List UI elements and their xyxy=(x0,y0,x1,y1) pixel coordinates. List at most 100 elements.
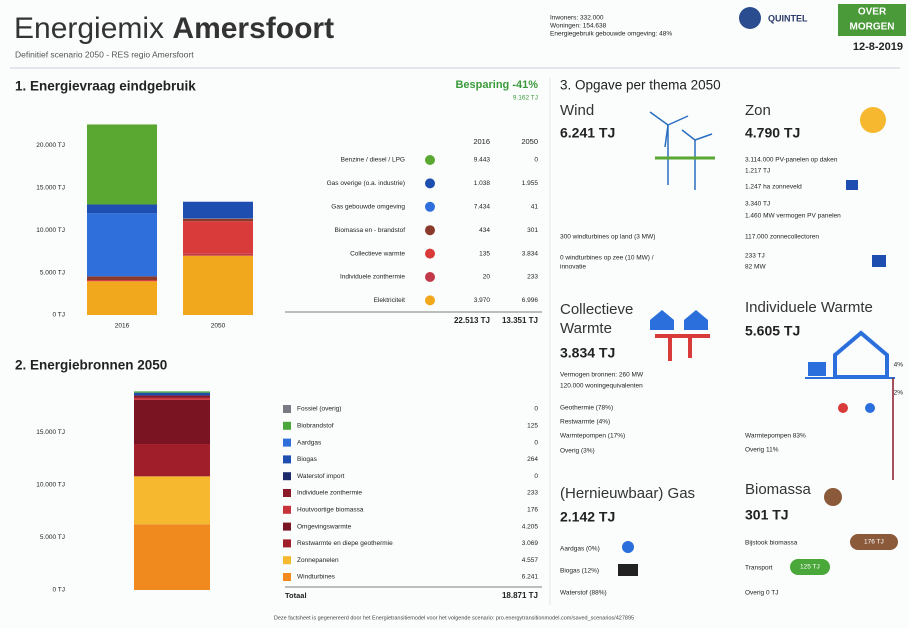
detail: 120.000 woningequivalenten xyxy=(560,383,643,390)
bar-segment xyxy=(183,254,253,256)
legend-label: Individuele zonthermie xyxy=(340,274,405,281)
legend-label: Restwarmte en diepe geothermie xyxy=(297,540,393,547)
bar-segment xyxy=(87,276,157,280)
legend-swatch xyxy=(283,539,291,547)
table-value: 264 xyxy=(527,456,538,463)
table-value: 0 xyxy=(534,439,538,446)
table-value: 4.557 xyxy=(522,557,539,564)
theme-total: 2.142 TJ xyxy=(560,509,615,525)
theme-title: (Hernieuwbaar) Gas xyxy=(560,485,695,502)
legend-label: Benzine / diesel / LPG xyxy=(341,157,405,164)
legend-label: Houtvoortige biomassa xyxy=(297,507,364,514)
table-value: 41 xyxy=(531,204,539,211)
legend-label: Elektriciteit xyxy=(374,297,406,304)
table-header: 2016 xyxy=(473,137,490,146)
detail: Overig 11% xyxy=(745,447,779,454)
table-value: 233 xyxy=(527,274,538,281)
legend-swatch xyxy=(283,573,291,581)
table-value: 6.241 xyxy=(522,574,539,581)
y-tick-label: 15.000 TJ xyxy=(36,429,65,436)
table-value: 0 xyxy=(534,473,538,480)
table-value: 125 xyxy=(527,423,538,430)
y-tick-label: 10.000 TJ xyxy=(36,227,65,234)
total: 13.351 TJ xyxy=(502,316,538,325)
table-value: 6.996 xyxy=(522,297,539,304)
bar-segment xyxy=(134,444,210,476)
legend-swatch xyxy=(283,472,291,480)
saving: Besparing -41% xyxy=(455,79,538,91)
legend-swatch xyxy=(283,556,291,564)
total: 22.513 TJ xyxy=(454,316,490,325)
legend-icon xyxy=(425,225,435,235)
bar-segment xyxy=(87,281,157,315)
legend-label: Windturbines xyxy=(297,574,336,581)
section-title: 3. Opgave per thema 2050 xyxy=(560,78,721,93)
info: Energiegebruik gebouwde omgeving: 48% xyxy=(550,31,672,38)
bar-segment xyxy=(183,219,253,222)
table-value: 0 xyxy=(534,406,538,413)
info: Woningen: 154.638 xyxy=(550,23,607,30)
bar-segment xyxy=(134,398,210,400)
bar-segment xyxy=(87,124,157,204)
table-value: 233 xyxy=(527,490,538,497)
quintel-logo xyxy=(739,7,761,29)
legend-label: Aardgas xyxy=(297,439,322,446)
detail: 2% xyxy=(894,390,904,397)
page: { "header": {"title": "Energiemix", "tit… xyxy=(0,0,909,628)
date: 12-8-2019 xyxy=(853,41,903,53)
title: Energiemix Amersfoort xyxy=(14,12,334,45)
detail: 1.217 TJ xyxy=(745,168,770,175)
bar-segment xyxy=(183,256,253,315)
legend-label: Individuele zonthermie xyxy=(297,490,362,497)
y-tick-label: 10.000 TJ xyxy=(36,481,65,488)
detail: 3.114.000 PV-panelen op daken xyxy=(745,157,838,164)
detail: Bijstook biomassa xyxy=(745,540,798,547)
table-value: 434 xyxy=(479,227,490,234)
theme-total: 5.605 TJ xyxy=(745,323,800,339)
theme-title: Zon xyxy=(745,102,771,119)
table-value: 135 xyxy=(479,250,490,257)
footer: Deze factsheet is gegenereerd door het E… xyxy=(274,615,634,621)
legend-icon xyxy=(425,178,435,188)
subtitle: Definitief scenario 2050 - RES regio Ame… xyxy=(15,49,194,59)
bar-segment xyxy=(134,395,210,397)
title-light: Energiemix xyxy=(14,12,164,45)
detail: 117.000 zonnecollectoren xyxy=(745,234,819,241)
total: 18.871 TJ xyxy=(502,591,538,600)
theme-total: 4.790 TJ xyxy=(745,125,800,141)
legend-label: Biogas xyxy=(297,456,318,463)
saving-value: 9.162 TJ xyxy=(513,95,538,102)
detail: 0 windturbines op zee (10 MW) / xyxy=(560,255,654,262)
detail: 3.340 TJ xyxy=(745,201,770,208)
y-tick-label: 15.000 TJ xyxy=(36,185,65,192)
y-tick-label: 20.000 TJ xyxy=(36,142,65,149)
gas-icon xyxy=(622,541,634,553)
legend-label: Zonnepanelen xyxy=(297,557,339,564)
theme-title: Wind xyxy=(560,102,594,119)
detail: Warmtepompen 83% xyxy=(745,433,806,440)
theme-title: Individuele Warmte xyxy=(745,299,873,316)
title-bold: Amersfoort xyxy=(172,12,334,45)
bar-segment xyxy=(183,221,253,254)
y-tick-label: 0 TJ xyxy=(52,312,65,319)
collector-icon xyxy=(872,255,886,267)
legend-swatch xyxy=(283,489,291,497)
legend-label: Biomassa en - brandstof xyxy=(335,227,406,234)
legend-label: Waterstof import xyxy=(297,473,345,480)
table-value: 3.834 xyxy=(522,250,539,257)
legend-label: Biobrandstof xyxy=(297,423,334,430)
detail: 82 MW xyxy=(745,264,766,271)
legend-icon xyxy=(425,155,435,165)
detail: 233 TJ xyxy=(745,253,765,260)
detail: 1.247 ha zonneveld xyxy=(745,184,802,191)
total-label: Totaal xyxy=(285,591,307,600)
legend-label: Omgevingswarmte xyxy=(297,523,352,530)
y-tick-label: 5.000 TJ xyxy=(40,534,65,541)
theme-total: 301 TJ xyxy=(745,507,789,523)
detail: Restwarmte (4%) xyxy=(560,419,610,426)
legend-swatch xyxy=(283,523,291,531)
logo-text: MORGEN xyxy=(850,22,895,33)
factsheet: Energiemix Amersfoort Definitief scenari… xyxy=(0,0,909,628)
y-tick-label: 0 TJ xyxy=(52,587,65,594)
detail: 125 TJ xyxy=(800,564,820,571)
